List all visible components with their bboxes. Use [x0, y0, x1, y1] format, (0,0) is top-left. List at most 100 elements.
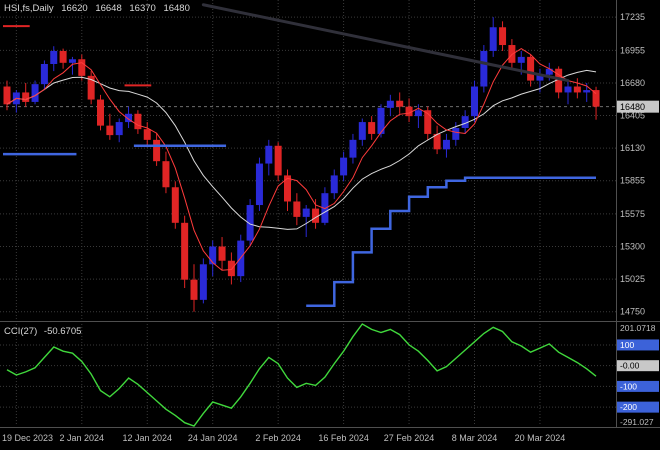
bull-candle	[471, 80, 478, 123]
price-axis-label: 16130	[620, 143, 645, 153]
bull-candle	[302, 205, 310, 238]
candle-body	[22, 92, 30, 102]
stop-line-steps	[306, 176, 596, 308]
cci-line	[6, 323, 597, 427]
bear-candle	[368, 116, 376, 140]
date-label: 8 Mar 2024	[452, 433, 498, 443]
bear-candle	[106, 113, 114, 140]
open-value: 16620	[61, 3, 88, 14]
bull-candle	[125, 106, 133, 128]
bull-candle	[68, 56, 76, 75]
bear-candle	[97, 94, 104, 131]
candle-body	[218, 246, 226, 261]
candle-body	[162, 161, 170, 188]
bear-candle	[59, 48, 67, 69]
candle-body	[442, 139, 450, 150]
candle-body	[97, 99, 104, 126]
bull-candle	[452, 122, 460, 146]
fast-ma-line	[6, 48, 597, 271]
candle-body	[471, 86, 478, 117]
grid-layer	[0, 0, 616, 426]
bear-candle	[87, 71, 95, 105]
low-value: 16370	[129, 3, 156, 14]
bear-candle	[78, 54, 86, 81]
date-label: 2 Feb 2024	[255, 433, 301, 443]
candle-body	[414, 110, 422, 117]
bear-candle	[312, 199, 320, 229]
bear-candle	[293, 193, 301, 226]
candle-body	[386, 100, 394, 108]
descending-trendline[interactable]	[201, 3, 570, 83]
date-label: 20 Mar 2024	[515, 433, 566, 443]
candle-body	[396, 100, 404, 107]
candle-body	[115, 122, 123, 136]
cci-level-box	[617, 401, 659, 413]
bear-candle	[218, 237, 226, 271]
bull-candle	[12, 90, 20, 113]
candle-body	[480, 50, 488, 87]
high-value: 16648	[95, 3, 122, 14]
date-label: 19 Dec 2023	[2, 433, 53, 443]
bear-candle	[555, 66, 563, 99]
bull-candle	[442, 133, 450, 158]
price-axis-label: 15855	[620, 176, 645, 186]
price-axis-label: 15025	[620, 274, 645, 284]
candle-body	[68, 59, 76, 63]
cci-name: CCI(27)	[4, 326, 38, 337]
date-label: 27 Feb 2024	[384, 433, 435, 443]
candle-body	[555, 68, 563, 93]
candle-body	[181, 222, 189, 280]
price-axis-label: 16405	[620, 111, 645, 121]
candles-layer	[3, 17, 600, 312]
bull-candle	[31, 80, 39, 105]
date-label: 24 Jan 2024	[188, 433, 238, 443]
price-axis-label: 17235	[620, 12, 645, 22]
candle-body	[78, 59, 86, 76]
bear-candle	[433, 125, 441, 155]
bear-candle	[284, 169, 291, 211]
candle-body	[153, 139, 161, 162]
candle-body	[134, 113, 142, 130]
bull-candle	[50, 46, 58, 72]
bull-candle	[246, 199, 254, 247]
bear-candle	[190, 264, 198, 312]
candle-body	[293, 201, 301, 217]
candle-body	[209, 246, 217, 265]
cci-level-value: -200	[620, 402, 637, 412]
bull-candle	[265, 139, 273, 176]
chart-title: HSI,fs,Daily 16620 16648 16370 16480	[4, 3, 195, 14]
candle-body	[573, 86, 581, 93]
candle-body	[199, 264, 207, 300]
candle-body	[564, 86, 572, 93]
candle-body	[59, 50, 67, 63]
candle-body	[592, 90, 600, 107]
candle-body	[368, 122, 376, 134]
candle-body	[583, 90, 591, 93]
date-label: 16 Feb 2024	[318, 433, 369, 443]
bear-candle	[181, 215, 189, 288]
candle-body	[452, 128, 460, 140]
bear-candle	[134, 110, 142, 134]
price-axis-label: 15575	[620, 209, 645, 219]
candle-body	[358, 122, 366, 140]
bear-candle	[424, 106, 432, 140]
candle-body	[461, 116, 469, 128]
bear-candle	[171, 181, 179, 229]
bull-candle	[321, 187, 329, 226]
current-price-value: 16480	[620, 102, 645, 112]
bull-candle	[489, 17, 497, 57]
date-label: 2 Jan 2024	[60, 433, 105, 443]
price-axis-label: 14750	[620, 307, 645, 317]
candle-body	[489, 27, 497, 51]
cci-indicator-label: CCI(27) -50.6705	[4, 326, 85, 337]
cci-max-label: 201.0718	[620, 323, 656, 333]
slow-ma-line	[6, 69, 597, 230]
candle-body	[536, 74, 544, 81]
bull-candle	[386, 94, 394, 117]
candle-body	[125, 113, 133, 123]
candle-body	[405, 106, 413, 117]
bear-candle	[153, 132, 161, 166]
candle-body	[3, 86, 11, 105]
bull-candle	[40, 60, 48, 91]
